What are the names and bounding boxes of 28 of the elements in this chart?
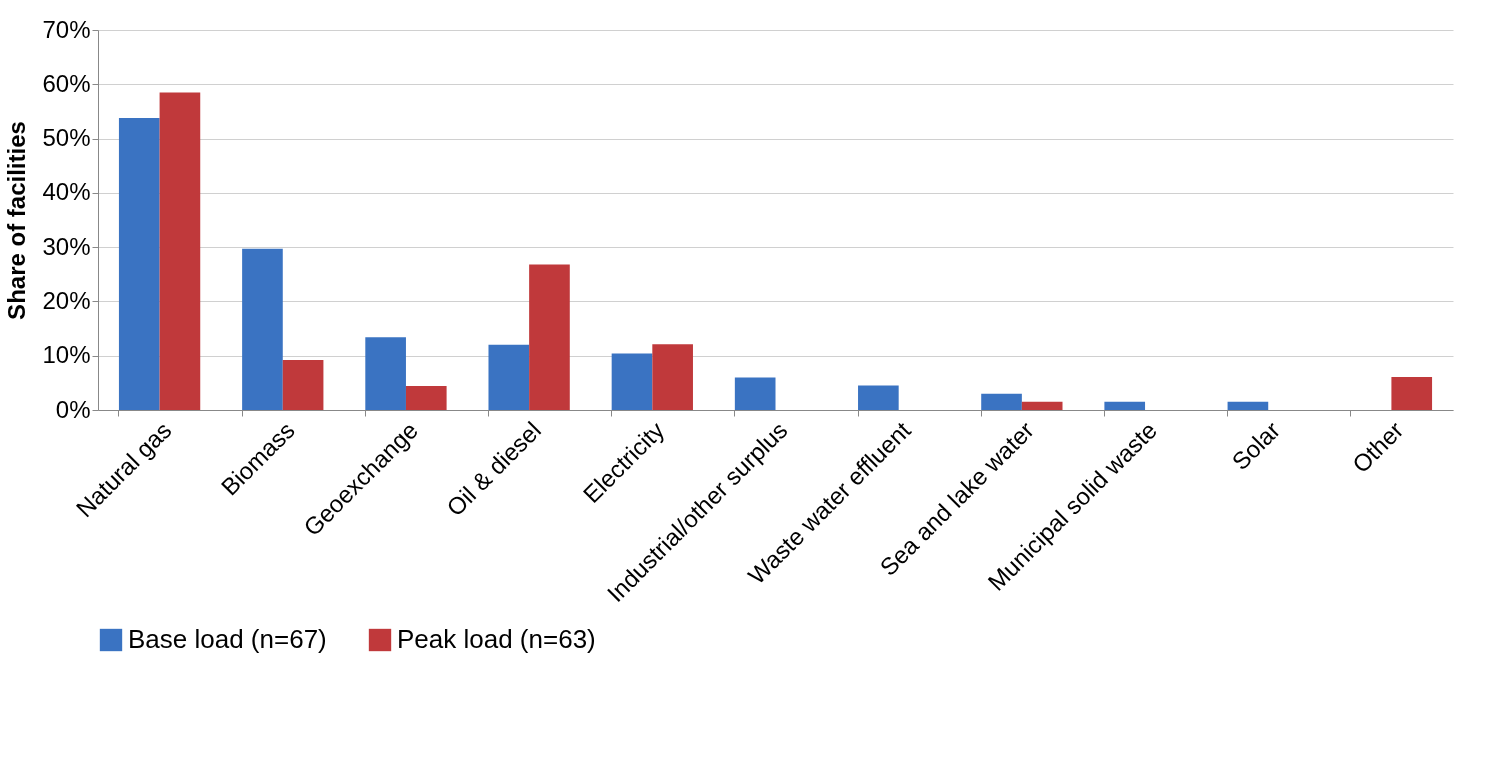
bar <box>1021 401 1063 410</box>
bar <box>1391 376 1433 410</box>
y-tick-label: 30% <box>42 232 91 260</box>
bar <box>734 377 776 410</box>
bar <box>858 385 899 410</box>
bar <box>1227 401 1269 410</box>
legend-label: Base load (n=67) <box>128 624 327 654</box>
y-tick-label: 0% <box>55 395 91 423</box>
bar <box>488 344 530 410</box>
bar <box>282 360 324 410</box>
y-axis-title: Share of facilities <box>3 121 31 320</box>
y-tick-label: 20% <box>42 286 91 314</box>
legend-label: Peak load (n=63) <box>397 624 596 654</box>
bar <box>611 353 653 410</box>
bar <box>365 337 406 410</box>
bar <box>242 248 283 410</box>
y-tick-label: 70% <box>42 15 91 43</box>
bar <box>118 117 160 410</box>
y-tick-label: 10% <box>42 341 91 369</box>
bar <box>981 393 1022 410</box>
y-tick-label: 50% <box>42 124 91 152</box>
y-tick-label: 40% <box>42 178 91 206</box>
bar <box>529 264 570 410</box>
bar <box>159 92 201 410</box>
y-tick-label: 60% <box>42 69 91 97</box>
bar <box>1104 401 1146 410</box>
bar <box>405 386 447 410</box>
bar <box>652 344 693 410</box>
